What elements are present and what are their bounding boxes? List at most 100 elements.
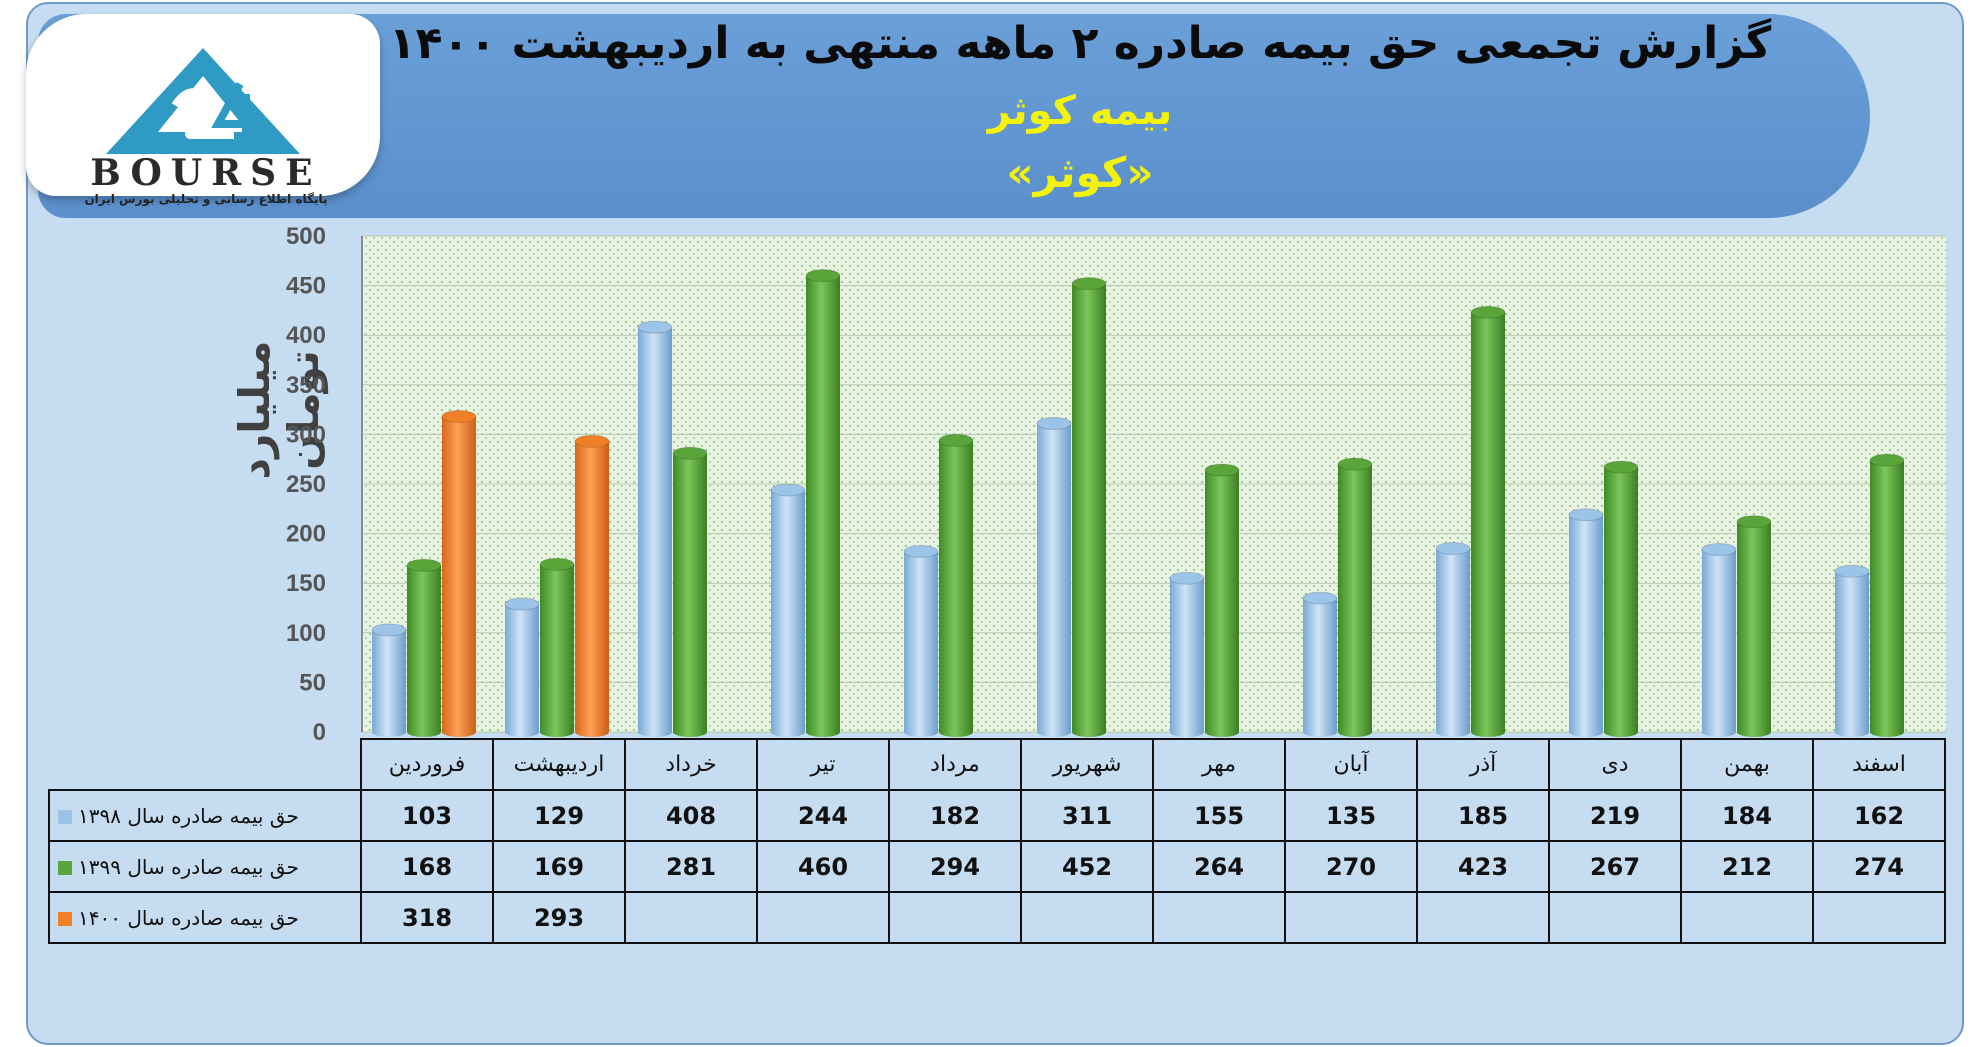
table-cell: 219: [1548, 789, 1682, 842]
y-tick-label: 150: [286, 570, 326, 597]
table-cell: 185: [1416, 789, 1550, 842]
table-cell: 184: [1680, 789, 1814, 842]
y-tick-label: 200: [286, 521, 326, 548]
table-cell: 212: [1680, 840, 1814, 893]
table-row: حق بیمه صادره سال ۱۳۹۸ 103 129 408 244 182 311…: [48, 789, 1946, 842]
logo-word: BOURSE: [90, 152, 322, 194]
legend-swatch-icon: [58, 912, 72, 926]
legend-swatch-icon: [58, 861, 72, 875]
bar: [1603, 460, 1639, 737]
table-cell: [1548, 891, 1682, 944]
table-cell: [624, 891, 758, 944]
month-header: مهر: [1152, 738, 1286, 791]
month-header: بهمن: [1680, 738, 1814, 791]
month-header: شهریور: [1020, 738, 1154, 791]
table-cell: 281: [624, 840, 758, 893]
bar: [903, 544, 939, 737]
y-tick-label: 0: [313, 719, 326, 740]
bourse24-logo: BOURSE پایگاه اطلاع رسانی و تحلیلی بورس …: [26, 14, 380, 206]
table-cell: [1284, 891, 1418, 944]
table-row: حق بیمه صادره سال ۱۴۰۰ 318 293: [48, 891, 1946, 944]
table-cell: 293: [492, 891, 626, 944]
table-cell: 244: [756, 789, 890, 842]
month-header: تیر: [756, 738, 890, 791]
bar: [770, 483, 806, 737]
series-label: حق بیمه صادره سال ۱۴۰۰: [48, 891, 362, 944]
table-cell: 264: [1152, 840, 1286, 893]
table-cell: 423: [1416, 840, 1550, 893]
month-header: مرداد: [888, 738, 1022, 791]
month-header: اردیبهشت: [492, 738, 626, 791]
bar: [406, 558, 442, 737]
gridlines: [361, 235, 1946, 733]
month-header: دی: [1548, 738, 1682, 791]
bar: [539, 557, 575, 737]
table-cell: 460: [756, 840, 890, 893]
y-tick-label: 500: [286, 223, 326, 250]
table-cell: [1152, 891, 1286, 944]
bar: [1302, 591, 1338, 737]
month-header: فروردین: [360, 738, 494, 791]
bars: [371, 269, 1905, 737]
table-cell: [888, 891, 1022, 944]
bar: [574, 434, 610, 737]
y-tick-label: 100: [286, 620, 326, 647]
bar: [1834, 564, 1870, 737]
ticker-symbol: «کوثر»: [1006, 148, 1154, 197]
legend-swatch-icon: [58, 810, 72, 824]
table-cell: 103: [360, 789, 494, 842]
y-tick-label: 300: [286, 421, 326, 448]
table-row: حق بیمه صادره سال ۱۳۹۹ 168 169 281 460 294 452…: [48, 840, 1946, 893]
table-cell: 169: [492, 840, 626, 893]
table-cell: [1416, 891, 1550, 944]
company-name: بیمه کوثر: [987, 88, 1173, 134]
table-cell: 452: [1020, 840, 1154, 893]
month-header: خرداد: [624, 738, 758, 791]
bar: [1869, 453, 1905, 737]
table-cell: [1812, 891, 1946, 944]
bar: [1435, 541, 1471, 737]
bar: [1470, 305, 1506, 737]
bar: [1568, 508, 1604, 737]
bar: [504, 597, 540, 737]
bar: [441, 410, 477, 737]
table-cell: 274: [1812, 840, 1946, 893]
bar: [938, 433, 974, 737]
table-cell: 270: [1284, 840, 1418, 893]
table-cell: 408: [624, 789, 758, 842]
table-cell: 129: [492, 789, 626, 842]
month-header: اسفند: [1812, 738, 1946, 791]
bar-chart: 0 50 100 150 200 250 300 350 400 450 500: [286, 223, 1946, 740]
table-cell: 318: [360, 891, 494, 944]
y-tick-label: 250: [286, 471, 326, 498]
bar: [1169, 571, 1205, 737]
y-tick-label: 50: [299, 669, 326, 696]
bar: [1036, 416, 1072, 737]
bar: [1701, 542, 1737, 737]
y-tick-label: 400: [286, 322, 326, 349]
table-cell: [1680, 891, 1814, 944]
table-cell: 162: [1812, 789, 1946, 842]
table-cell: [756, 891, 890, 944]
bar: [1204, 463, 1240, 737]
table-cell: 311: [1020, 789, 1154, 842]
logo-tagline: پایگاه اطلاع رسانی و تحلیلی بورس ایران: [84, 192, 328, 206]
table-cell: 155: [1152, 789, 1286, 842]
month-header: آذر: [1416, 738, 1550, 791]
table-cell: 294: [888, 840, 1022, 893]
month-header: آبان: [1284, 738, 1418, 791]
y-tick-label: 350: [286, 372, 326, 399]
bar: [1736, 515, 1772, 737]
table-cell: 267: [1548, 840, 1682, 893]
y-axis-ticks: 0 50 100 150 200 250 300 350 400 450 500: [286, 223, 326, 740]
logo-mountain-icon: [106, 48, 300, 154]
bar: [1071, 277, 1107, 737]
table-cell: 168: [360, 840, 494, 893]
bar: [672, 446, 708, 737]
table-corner: [49, 739, 362, 791]
table-cell: 182: [888, 789, 1022, 842]
bar: [371, 623, 407, 737]
data-table: فروردین اردیبهشت خرداد تیر مرداد شهریور مهر آبا…: [48, 738, 1946, 944]
series-label: حق بیمه صادره سال ۱۳۹۹: [48, 840, 362, 893]
table-cell: [1020, 891, 1154, 944]
